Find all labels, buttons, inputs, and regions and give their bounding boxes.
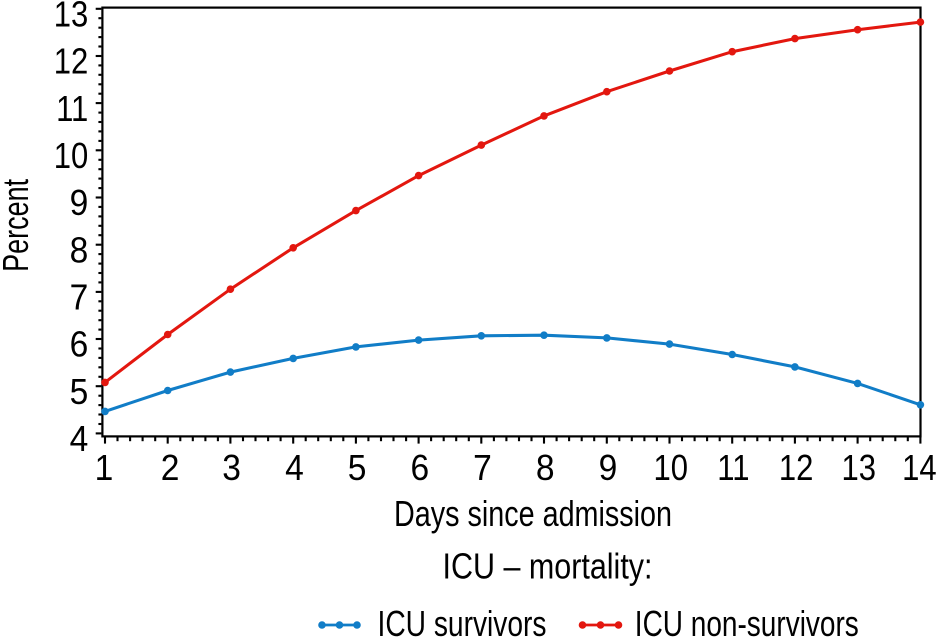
svg-text:5: 5 bbox=[348, 448, 367, 489]
svg-text:10: 10 bbox=[54, 136, 89, 177]
svg-text:13: 13 bbox=[842, 448, 877, 489]
svg-text:9: 9 bbox=[599, 448, 618, 489]
svg-text:14: 14 bbox=[902, 448, 936, 489]
svg-text:ICU survivors: ICU survivors bbox=[378, 603, 547, 638]
svg-text:7: 7 bbox=[70, 277, 89, 318]
svg-text:10: 10 bbox=[653, 448, 688, 489]
svg-text:2: 2 bbox=[161, 448, 180, 489]
svg-text:12: 12 bbox=[54, 41, 89, 82]
svg-text:Percent: Percent bbox=[0, 179, 36, 272]
svg-text:8: 8 bbox=[70, 230, 89, 271]
svg-text:1: 1 bbox=[95, 448, 114, 489]
svg-text:8: 8 bbox=[536, 448, 555, 489]
svg-text:4: 4 bbox=[285, 448, 304, 489]
svg-text:6: 6 bbox=[410, 448, 429, 489]
svg-text:ICU non-survivors: ICU non-survivors bbox=[635, 603, 859, 638]
svg-text:11: 11 bbox=[56, 88, 88, 129]
svg-text:4: 4 bbox=[70, 419, 89, 460]
svg-text:12: 12 bbox=[779, 448, 814, 489]
svg-text:3: 3 bbox=[222, 448, 241, 489]
svg-text:ICU – mortality:: ICU – mortality: bbox=[443, 545, 653, 586]
svg-text:6: 6 bbox=[70, 324, 89, 365]
svg-text:5: 5 bbox=[70, 372, 89, 413]
svg-text:Days since admission: Days since admission bbox=[394, 493, 672, 534]
svg-text:9: 9 bbox=[70, 183, 89, 224]
svg-text:7: 7 bbox=[473, 448, 492, 489]
svg-text:13: 13 bbox=[54, 0, 89, 35]
svg-text:11: 11 bbox=[717, 448, 749, 489]
